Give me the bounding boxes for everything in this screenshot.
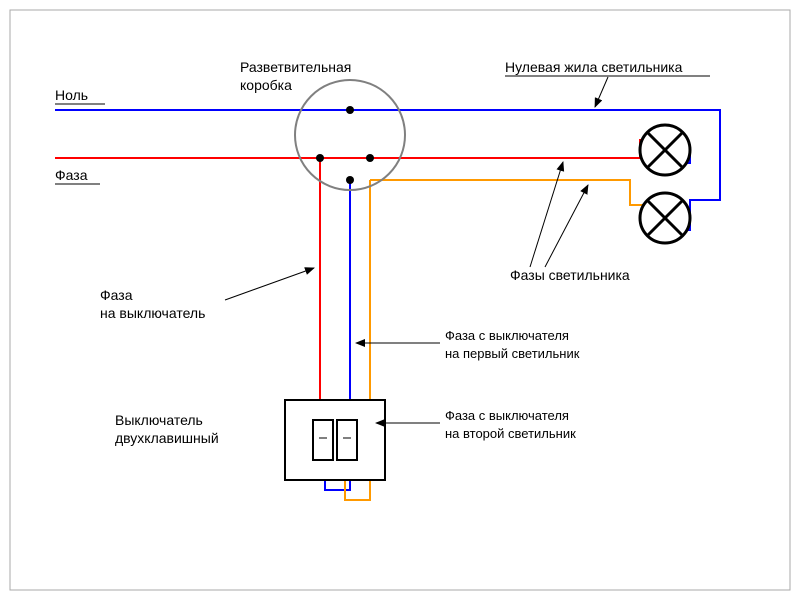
wire-neutral-main (55, 110, 720, 230)
label-neutral-lamp: Нулевая жила светильника (505, 59, 683, 75)
label-phase-switch-l2: на выключатель (100, 305, 205, 321)
label-junction-l1: Разветвительная (240, 59, 351, 75)
junction-box (295, 80, 405, 190)
junction-dot-left (316, 154, 324, 162)
label-switch-l1: Выключатель (115, 412, 203, 428)
junction-dot-center (346, 176, 354, 184)
label-junction-l2: коробка (240, 77, 292, 93)
label-sw-lamp1-l1: Фаза с выключателя (445, 328, 569, 343)
arrow-phase-lamp1 (530, 162, 563, 267)
label-phase: Фаза (55, 167, 88, 183)
junction-dot-right (366, 154, 374, 162)
wire-phase-main (55, 140, 665, 158)
label-sw-lamp2-l1: Фаза с выключателя (445, 408, 569, 423)
double-switch (285, 400, 385, 480)
wiring-diagram: Ноль Фаза Разветвительная коробка Нулева… (0, 0, 800, 600)
label-neutral: Ноль (55, 87, 88, 103)
label-phase-switch-l1: Фаза (100, 287, 133, 303)
junction-dot-top (346, 106, 354, 114)
arrow-phase-switch (225, 268, 314, 300)
label-phase-lamps: Фазы светильника (510, 267, 630, 283)
wire-orange-to-lamp2 (370, 180, 665, 205)
arrow-neutral-lamp (595, 77, 608, 107)
label-switch-l2: двухклавишный (115, 430, 219, 446)
label-sw-lamp1-l2: на первый светильник (445, 346, 580, 361)
lamp-1 (640, 125, 690, 175)
label-sw-lamp2-l2: на второй светильник (445, 426, 576, 441)
lamp-2 (640, 193, 690, 243)
